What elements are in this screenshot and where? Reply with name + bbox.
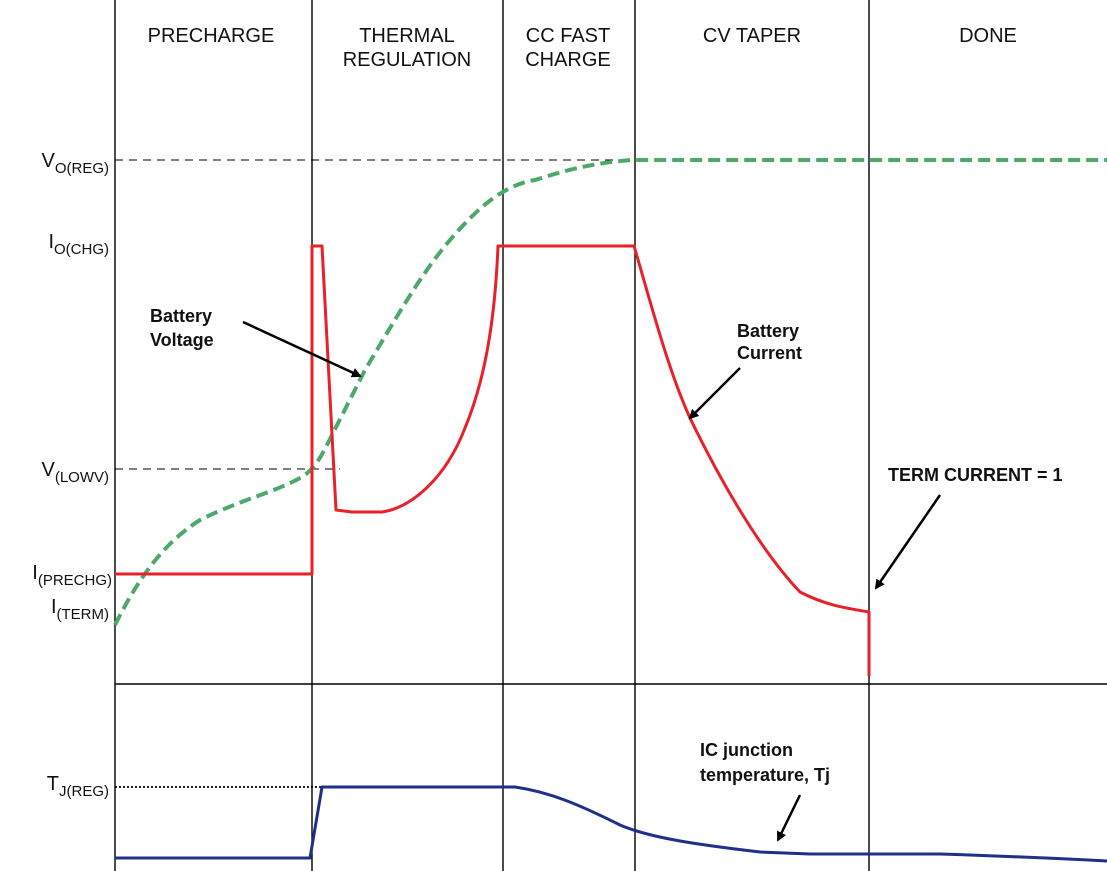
phase-label-thermal-line1: THERMAL [359, 25, 455, 47]
i-term-label: I(TERM) [51, 596, 109, 623]
battery-current-label-line1: Battery [737, 321, 799, 341]
phase-label-cc-line1: CC FAST [526, 25, 610, 47]
v-oreg-label: VO(REG) [41, 150, 109, 177]
phase-label-cv-taper: CV TAPER [703, 25, 801, 47]
battery-current-curve [115, 244, 871, 676]
battery-voltage-curve [113, 158, 1107, 626]
junction-temperature-curve [115, 785, 1107, 863]
phase-label-thermal-line2: REGULATION [343, 49, 472, 71]
phase-label-cc-line2: CHARGE [525, 49, 611, 71]
phase-label-done: DONE [959, 25, 1017, 47]
junction-temp-label-line2: temperature, Tj [700, 765, 830, 785]
annotation-arrows [242, 320, 942, 842]
reference-lines [115, 159, 632, 470]
battery-voltage-label-line2: Voltage [150, 330, 214, 350]
battery-current-arrow [688, 367, 741, 420]
phase-label-precharge: PRECHARGE [148, 25, 275, 47]
junction-temp-label-line1: IC junction [700, 740, 793, 760]
i-ochg-label: IO(CHG) [48, 231, 109, 258]
diagram-frame [114, 0, 1107, 871]
battery-voltage-label-line1: Battery [150, 306, 212, 326]
i-prechg-label: I(PRECHG) [32, 562, 112, 589]
t-jreg-label: TJ(REG) [47, 773, 109, 800]
v-lowv-label: V(LOWV) [41, 459, 109, 486]
battery-voltage-arrow [242, 320, 362, 378]
battery-current-label-line2: Current [737, 343, 802, 363]
junction-temp-arrow [776, 794, 802, 842]
term-current-arrow [874, 494, 942, 590]
term-current-label: TERM CURRENT = 1 [888, 465, 1063, 485]
